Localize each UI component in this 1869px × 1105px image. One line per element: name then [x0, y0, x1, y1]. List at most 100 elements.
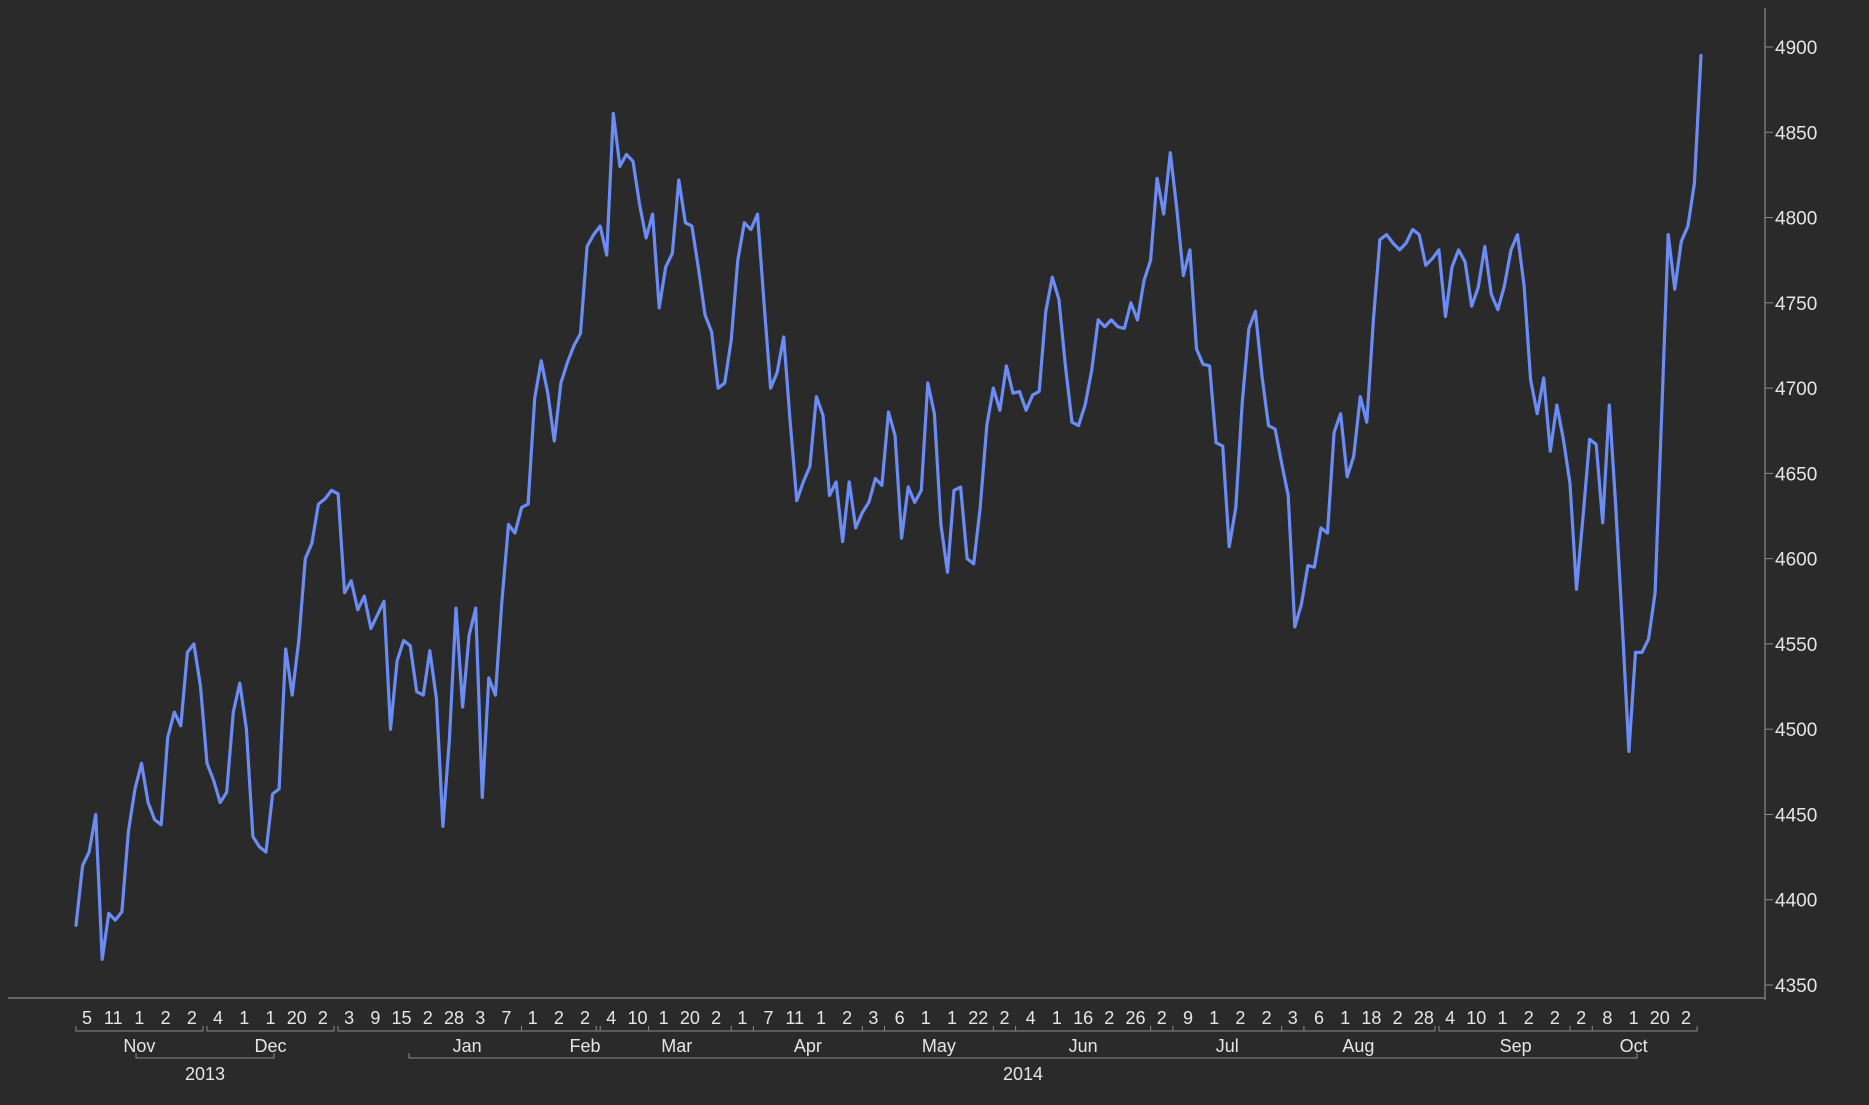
- x-tick-label: 1: [265, 1008, 275, 1028]
- month-bracket: [75, 1026, 204, 1032]
- x-tick-label: 3: [868, 1008, 878, 1028]
- x-tick-label: 4: [606, 1008, 616, 1028]
- x-tick-label: 11: [104, 1008, 123, 1028]
- x-tick-label: 7: [764, 1008, 774, 1028]
- y-tick-label: 4450: [1775, 805, 1817, 826]
- month-bracket: [1569, 1026, 1698, 1032]
- x-tick-label: 2: [999, 1008, 1009, 1028]
- year-label: 2013: [185, 1064, 225, 1084]
- x-tick-label: 1: [1209, 1008, 1219, 1028]
- month-label: Sep: [1500, 1036, 1532, 1056]
- month-label: Jun: [1069, 1036, 1098, 1056]
- x-tick-label: 2: [318, 1008, 328, 1028]
- x-tick-label: 2: [187, 1008, 197, 1028]
- x-tick-label: 6: [1314, 1008, 1324, 1028]
- x-tick-label: 2: [711, 1008, 721, 1028]
- x-tick-label: 28: [1414, 1008, 1434, 1028]
- x-tick-label: 2: [1550, 1008, 1560, 1028]
- y-tick-label: 4600: [1775, 550, 1817, 571]
- x-tick-label: 2: [1262, 1008, 1272, 1028]
- y-tick-label: 4350: [1775, 976, 1817, 997]
- x-tick-label: 4: [1026, 1008, 1036, 1028]
- x-tick-label: 26: [1126, 1008, 1146, 1028]
- x-tick-label: 20: [1650, 1008, 1670, 1028]
- x-tick-label: 11: [785, 1008, 804, 1028]
- x-tick-label: 1: [1629, 1008, 1639, 1028]
- x-tick-label: 10: [627, 1008, 647, 1028]
- month-label: Jan: [453, 1036, 482, 1056]
- month-label: Jul: [1216, 1036, 1239, 1056]
- month-bracket: [730, 1026, 885, 1032]
- month-label: Mar: [661, 1036, 692, 1056]
- month-bracket: [206, 1026, 335, 1032]
- x-tick-label: 2: [1235, 1008, 1245, 1028]
- year-label: 2014: [1003, 1064, 1043, 1084]
- x-tick-label: 2: [1681, 1008, 1691, 1028]
- x-tick-label: 1: [737, 1008, 747, 1028]
- month-label: Oct: [1620, 1036, 1648, 1056]
- month-bracket: [861, 1026, 1017, 1032]
- x-tick-label: 3: [475, 1008, 485, 1028]
- x-tick-label: 1: [947, 1008, 957, 1028]
- x-tick-label: 7: [501, 1008, 511, 1028]
- series-layer: [74, 53, 1703, 962]
- series-line: [74, 53, 1703, 962]
- month-bracket: [1438, 1026, 1593, 1032]
- x-tick-label: 1: [921, 1008, 931, 1028]
- month-bracket: [337, 1026, 597, 1032]
- y-tick-label: 4850: [1775, 123, 1817, 144]
- x-tick-label: 2: [1393, 1008, 1403, 1028]
- month-label: Feb: [570, 1036, 601, 1056]
- x-tick-label: 9: [1183, 1008, 1193, 1028]
- month-label: May: [922, 1036, 956, 1056]
- x-tick-label: 2: [842, 1008, 852, 1028]
- x-tick-label: 2: [161, 1008, 171, 1028]
- x-tick-label: 2: [1576, 1008, 1586, 1028]
- x-tick-label: 1: [1498, 1008, 1508, 1028]
- x-tick-label: 1: [134, 1008, 144, 1028]
- month-bracket: [599, 1026, 754, 1032]
- month-label: Nov: [123, 1036, 155, 1056]
- year-bracket: [135, 1053, 275, 1059]
- month-bracket: [1150, 1026, 1305, 1032]
- x-tick-label: 22: [968, 1008, 988, 1028]
- x-tick-label: 15: [392, 1008, 412, 1028]
- x-tick-label: 4: [213, 1008, 223, 1028]
- x-tick-label: 8: [1602, 1008, 1612, 1028]
- x-tick-label: 20: [287, 1008, 307, 1028]
- x-tick-label: 20: [680, 1008, 700, 1028]
- x-tick-label: 1: [239, 1008, 249, 1028]
- year-bracket: [408, 1053, 1638, 1059]
- x-tick-label: 2: [1524, 1008, 1534, 1028]
- x-tick-label: 2: [1157, 1008, 1167, 1028]
- x-tick-label: 28: [444, 1008, 464, 1028]
- y-tick-label: 4400: [1775, 891, 1817, 912]
- month-label: Aug: [1342, 1036, 1374, 1056]
- x-tick-label: 1: [816, 1008, 826, 1028]
- x-tick-label: 6: [895, 1008, 905, 1028]
- x-tick-label: 9: [370, 1008, 380, 1028]
- month-label: Apr: [794, 1036, 822, 1056]
- month-bracket: [521, 1026, 650, 1032]
- x-tick-label: 3: [1288, 1008, 1298, 1028]
- y-tick-label: 4500: [1775, 720, 1817, 741]
- x-tick-label: 1: [659, 1008, 669, 1028]
- x-tick-label: 16: [1073, 1008, 1093, 1028]
- x-tick-label: 3: [344, 1008, 354, 1028]
- y-tick-label: 4800: [1775, 209, 1817, 230]
- x-tick-label: 2: [580, 1008, 590, 1028]
- axes: 4350 4400 4450 4500 4550 4600 4650 4700 4750 4800…: [8, 8, 1817, 1084]
- y-tick-label: 4550: [1775, 635, 1817, 656]
- x-tick-label: 18: [1361, 1008, 1381, 1028]
- y-tick-label: 4900: [1775, 38, 1817, 59]
- x-tick-label: 2: [423, 1008, 433, 1028]
- x-tick-label: 1: [1052, 1008, 1062, 1028]
- month-bracket: [992, 1026, 1174, 1032]
- y-tick-label: 4700: [1775, 379, 1817, 400]
- month-label: Dec: [254, 1036, 286, 1056]
- x-tick-label: 5: [82, 1008, 92, 1028]
- x-tick-label: 4: [1445, 1008, 1455, 1028]
